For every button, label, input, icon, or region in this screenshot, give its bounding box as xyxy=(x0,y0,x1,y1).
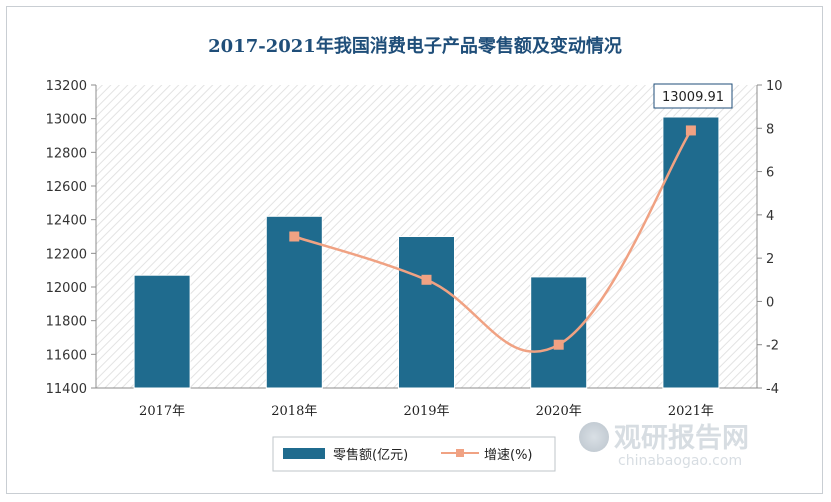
left-axis: 11400 11600 11800 12000 12200 12400 12600 12800… xyxy=(46,79,757,397)
right-tick-label: 4 xyxy=(766,209,774,224)
category-label: 2019年 xyxy=(403,404,449,419)
right-tick-label: -4 xyxy=(766,382,779,397)
bar xyxy=(133,274,191,389)
growth-point xyxy=(685,125,696,136)
right-tick-label: 8 xyxy=(766,122,774,137)
left-tick-label: 12800 xyxy=(46,146,87,161)
watermark: 观研报告网 chinabaogao.com xyxy=(579,422,749,469)
growth-point xyxy=(289,231,300,242)
left-tick-label: 12200 xyxy=(46,247,87,262)
right-tick-label: -2 xyxy=(766,339,779,354)
category-label: 2018年 xyxy=(271,404,317,419)
left-tick-label: 13000 xyxy=(46,113,87,128)
growth-line-series xyxy=(289,125,696,353)
growth-point xyxy=(421,274,432,285)
right-tick-label: 2 xyxy=(766,252,774,267)
bar-series xyxy=(133,116,720,389)
left-tick-label: 13200 xyxy=(46,79,87,94)
legend-label-line: 增速(%) xyxy=(484,448,533,463)
legend-swatch-marker xyxy=(456,449,464,457)
legend: 零售额(亿元) 增速(%) xyxy=(272,436,556,472)
left-tick-label: 12600 xyxy=(46,180,87,195)
left-tick-label: 12000 xyxy=(46,281,87,296)
right-tick-label: 6 xyxy=(766,166,774,181)
bar xyxy=(398,236,455,389)
category-label: 2020年 xyxy=(536,404,582,419)
value-callout-box xyxy=(653,83,733,109)
legend-swatch-bar xyxy=(283,448,325,459)
right-axis: -4 -2 0 2 4 6 8 10 xyxy=(756,79,783,397)
right-tick-label: 10 xyxy=(766,79,783,94)
category-label: 2017年 xyxy=(139,404,185,419)
left-tick-label: 11800 xyxy=(46,315,87,330)
watermark-cn: 观研报告网 xyxy=(614,423,749,454)
growth-point xyxy=(553,339,564,350)
left-tick-label: 11400 xyxy=(46,382,87,397)
chart-title: 2017-2021年我国消费电子产品零售额及变动情况 xyxy=(208,35,622,57)
bar xyxy=(530,276,588,389)
watermark-logo-icon xyxy=(579,422,609,452)
left-tick-label: 12400 xyxy=(46,214,87,229)
category-axis: 2017年 2018年 2019年 2020年 2021年 xyxy=(139,404,714,419)
legend-label-bar: 零售额(亿元) xyxy=(333,447,408,463)
value-callout-label: 13009.91 xyxy=(662,90,724,105)
left-tick-label: 11600 xyxy=(46,348,87,363)
bar xyxy=(265,215,323,389)
category-label: 2021年 xyxy=(668,404,714,419)
watermark-en: chinabaogao.com xyxy=(618,453,742,469)
bar xyxy=(662,116,720,389)
growth-line xyxy=(293,129,692,353)
right-tick-label: 0 xyxy=(766,295,774,310)
value-callout: 13009.91 xyxy=(653,83,733,109)
